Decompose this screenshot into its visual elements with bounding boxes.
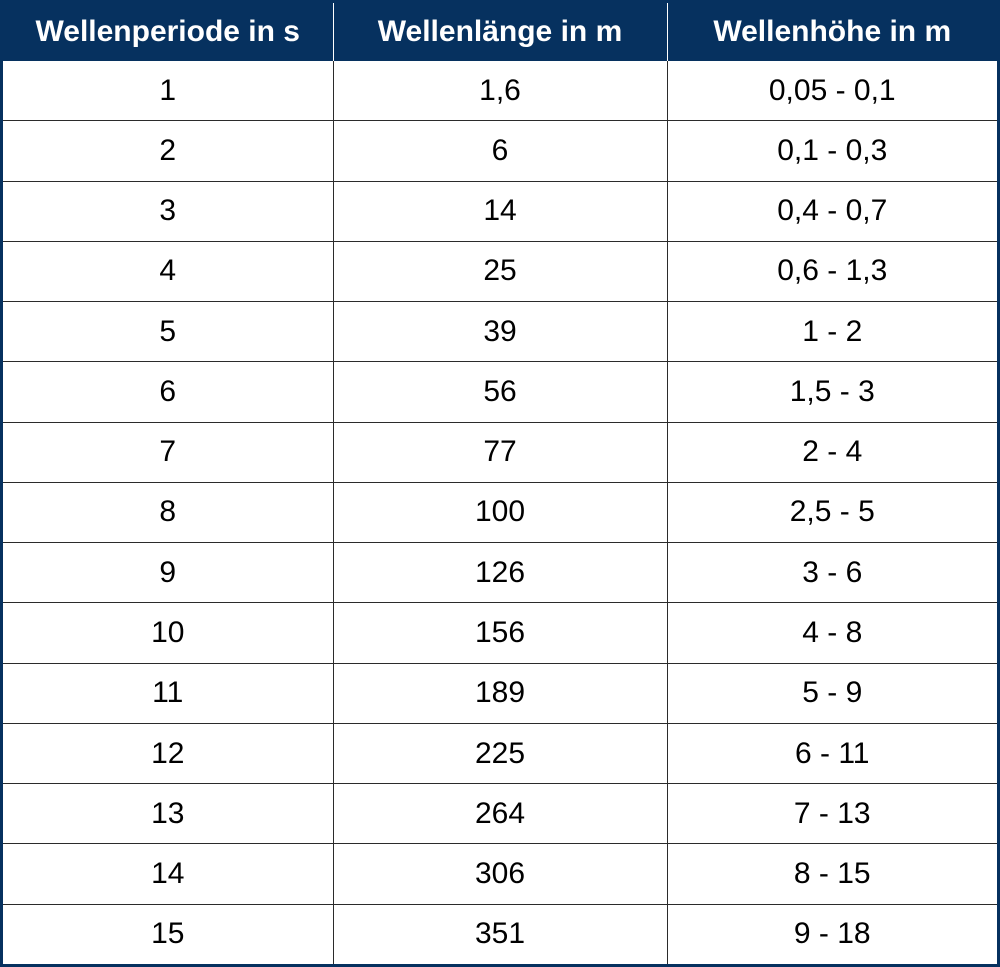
cell-wave-height: 1,5 - 3 <box>666 361 997 423</box>
cell-wave-height: 2,5 - 5 <box>666 481 997 543</box>
cell-wave-period: 2 <box>3 120 333 182</box>
cell-wave-period: 9 <box>3 542 333 603</box>
cell-wave-height: 0,6 - 1,3 <box>666 240 997 302</box>
cell-wave-height: 2 - 4 <box>666 421 997 483</box>
cell-wave-height: 9 - 18 <box>666 903 997 964</box>
table-row: 7 77 2 - 4 <box>3 421 997 483</box>
cell-wave-period: 7 <box>3 421 333 483</box>
cell-wave-length: 264 <box>332 783 667 844</box>
cell-wave-length: 100 <box>332 481 667 543</box>
table-row: 13 264 7 - 13 <box>3 783 997 844</box>
table-row: 6 56 1,5 - 3 <box>3 361 997 423</box>
cell-wave-length: 25 <box>332 240 667 302</box>
cell-wave-period: 8 <box>3 481 333 543</box>
cell-wave-height: 0,05 - 0,1 <box>666 61 997 121</box>
cell-wave-period: 4 <box>3 240 333 302</box>
cell-wave-height: 3 - 6 <box>666 542 997 603</box>
cell-wave-period: 15 <box>3 903 333 964</box>
cell-wave-period: 12 <box>3 722 333 784</box>
cell-wave-period: 5 <box>3 301 333 362</box>
cell-wave-height: 1 - 2 <box>666 301 997 362</box>
table-row: 3 14 0,4 - 0,7 <box>3 180 997 242</box>
cell-wave-period: 1 <box>159 73 177 107</box>
cell-wave-height: 4 - 8 <box>666 602 997 664</box>
cell-wave-height: 8 - 15 <box>666 843 997 905</box>
cell-wave-height: 5 - 9 <box>666 662 997 724</box>
table-body: 1 1,6 0,05 - 0,1 2 6 0,1 - 0,3 3 14 0,4 - 0,7 4 25… <box>3 61 997 964</box>
cell-wave-length: 77 <box>332 421 667 483</box>
table-row: 12 225 6 - 11 <box>3 722 997 784</box>
cell-wave-height: 7 - 13 <box>666 783 997 844</box>
cell-wave-length: 126 <box>332 542 667 603</box>
cell-wave-length: 14 <box>332 180 667 242</box>
table-row: 1 1,6 0,05 - 0,1 <box>3 61 997 121</box>
table-row: 2 6 0,1 - 0,3 <box>3 120 997 182</box>
cell-wave-length: 156 <box>332 602 667 664</box>
cell-wave-length: 56 <box>332 361 667 423</box>
table-row: 9 126 3 - 6 <box>3 542 997 603</box>
cell-wave-period: 14 <box>3 843 333 905</box>
cell-wave-length: 225 <box>332 722 667 784</box>
table-row: 14 306 8 - 15 <box>3 843 997 905</box>
cell-wave-length: 6 <box>332 120 667 182</box>
table-header: Wellenperiode in s Wellenlänge in m Well… <box>3 3 997 61</box>
table-row: 8 100 2,5 - 5 <box>3 481 997 543</box>
table-row: 10 156 4 - 8 <box>3 602 997 664</box>
cell-wave-length: 189 <box>332 662 667 724</box>
cell-wave-period: 6 <box>3 361 333 423</box>
cell-wave-height: 0,1 - 0,3 <box>666 120 997 182</box>
cell-wave-length: 306 <box>332 843 667 905</box>
cell-wave-period: 10 <box>3 602 333 664</box>
cell-wave-length: 39 <box>332 301 667 362</box>
cell-wave-period: 11 <box>3 662 333 724</box>
cell-wave-period: 13 <box>3 783 333 844</box>
wave-data-table: Wellenperiode in s Wellenlänge in m Well… <box>3 3 997 964</box>
header-wave-length: Wellenlänge in m <box>332 3 667 61</box>
cell-wave-height: 0,4 - 0,7 <box>666 180 997 242</box>
cell-wave-length: 1,6 <box>332 61 667 121</box>
table-row: 11 189 5 - 9 <box>3 662 997 724</box>
cell-wave-height: 6 - 11 <box>666 722 997 784</box>
cell-wave-length: 351 <box>332 903 667 964</box>
table-row: 4 25 0,6 - 1,3 <box>3 240 997 302</box>
header-wave-height: Wellenhöhe in m <box>666 3 997 61</box>
table-row: 15 351 9 - 18 <box>3 903 997 964</box>
cell-wave-period: 3 <box>3 180 333 242</box>
header-row: Wellenperiode in s Wellenlänge in m Well… <box>3 3 997 61</box>
header-wave-period: Wellenperiode in s <box>3 3 333 61</box>
table-row: 5 39 1 - 2 <box>3 301 997 362</box>
